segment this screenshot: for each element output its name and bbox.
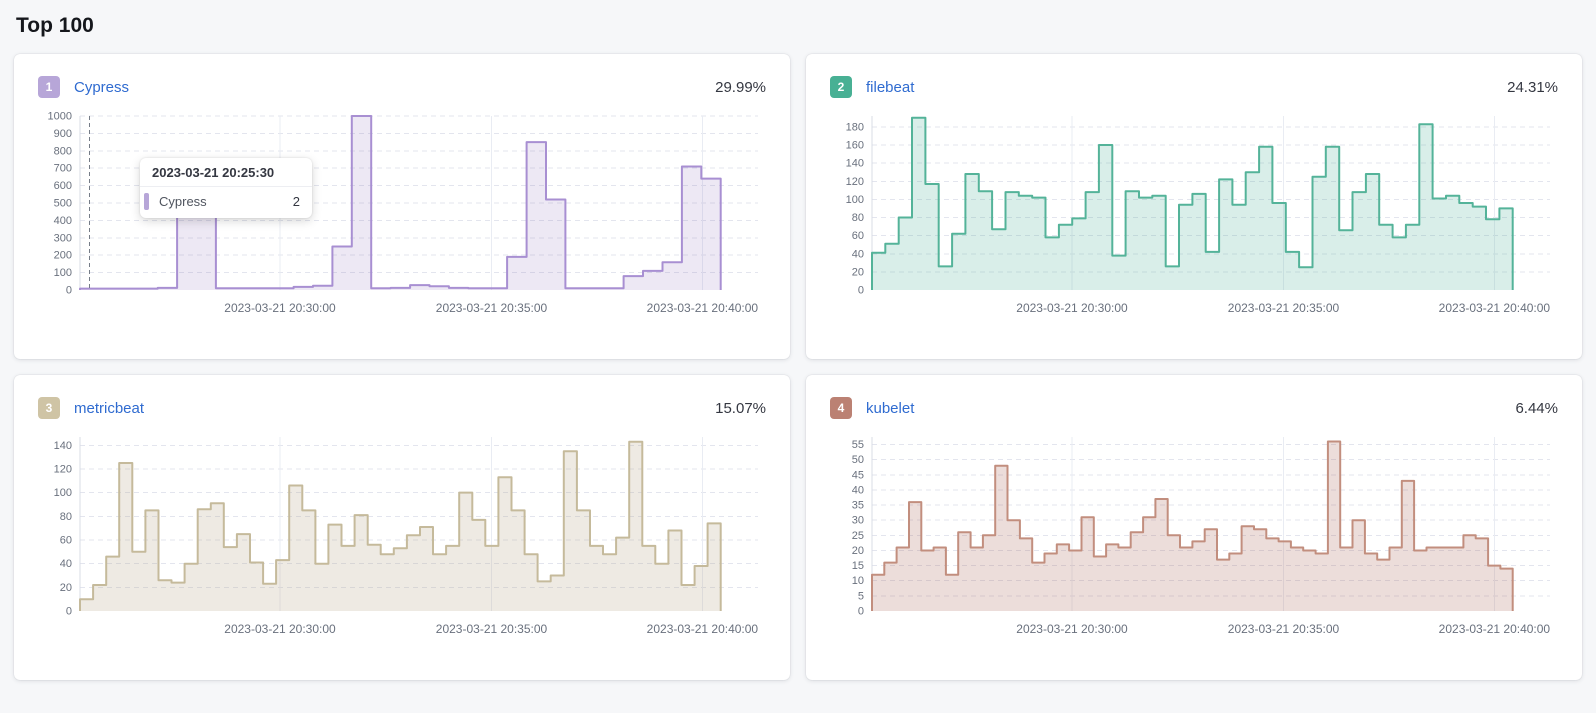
rank-badge: 1 xyxy=(38,76,60,98)
svg-text:20: 20 xyxy=(852,545,864,557)
series-link[interactable]: metricbeat xyxy=(74,399,145,417)
tooltip-row: Cypress 2 xyxy=(140,187,312,218)
series-link[interactable]: filebeat xyxy=(866,78,915,96)
svg-text:100: 100 xyxy=(846,194,864,206)
series-color-marker xyxy=(144,193,149,210)
svg-text:0: 0 xyxy=(858,606,864,618)
area-chart[interactable]: 0 20 40 60 80 100 120 140 2023-03-21 20:30:00 202… xyxy=(36,429,768,643)
svg-text:2023-03-21 20:30:00: 2023-03-21 20:30:00 xyxy=(1016,622,1128,636)
svg-text:2023-03-21 20:40:00: 2023-03-21 20:40:00 xyxy=(1439,301,1551,315)
series-link[interactable]: kubelet xyxy=(866,399,915,417)
chart-card-metricbeat: 3 metricbeat 15.07% 0 20 40 60 80 100 120 140 20… xyxy=(14,375,790,680)
card-header: 3 metricbeat 15.07% xyxy=(38,397,766,419)
svg-text:300: 300 xyxy=(54,232,72,244)
svg-text:60: 60 xyxy=(60,535,72,547)
svg-text:10: 10 xyxy=(852,575,864,587)
svg-text:120: 120 xyxy=(54,464,72,476)
svg-text:40: 40 xyxy=(852,248,864,260)
svg-text:2023-03-21 20:30:00: 2023-03-21 20:30:00 xyxy=(1016,301,1128,315)
svg-text:100: 100 xyxy=(54,487,72,499)
svg-text:500: 500 xyxy=(54,198,72,210)
svg-text:160: 160 xyxy=(846,140,864,152)
percent-value: 15.07% xyxy=(715,399,766,417)
rank-badge: 4 xyxy=(830,397,852,419)
svg-text:2023-03-21 20:30:00: 2023-03-21 20:30:00 xyxy=(224,301,336,315)
svg-text:800: 800 xyxy=(54,145,72,157)
svg-text:0: 0 xyxy=(66,606,72,618)
svg-text:45: 45 xyxy=(852,469,864,481)
svg-text:2023-03-21 20:35:00: 2023-03-21 20:35:00 xyxy=(1228,301,1340,315)
page-title: Top 100 xyxy=(16,14,94,37)
svg-text:80: 80 xyxy=(60,511,72,523)
rank-badge: 3 xyxy=(38,397,60,419)
svg-text:140: 140 xyxy=(54,440,72,452)
svg-text:120: 120 xyxy=(846,176,864,188)
svg-text:2023-03-21 20:30:00: 2023-03-21 20:30:00 xyxy=(224,622,336,636)
svg-text:25: 25 xyxy=(852,530,864,542)
percent-value: 29.99% xyxy=(715,78,766,96)
svg-text:2023-03-21 20:35:00: 2023-03-21 20:35:00 xyxy=(1228,622,1340,636)
svg-text:5: 5 xyxy=(858,590,864,602)
chart-card-kubelet: 4 kubelet 6.44% 0 5 10 15 20 25 30 35 40 45 50 55 20… xyxy=(806,375,1582,680)
svg-text:2023-03-21 20:35:00: 2023-03-21 20:35:00 xyxy=(436,622,548,636)
area-chart[interactable]: 0 100 200 300 400 500 600 700 800 900 1000 2023-03-… xyxy=(36,108,768,322)
series-link[interactable]: Cypress xyxy=(74,78,130,96)
svg-text:35: 35 xyxy=(852,500,864,512)
svg-text:50: 50 xyxy=(852,454,864,466)
svg-text:180: 180 xyxy=(846,121,864,133)
percent-value: 24.31% xyxy=(1507,78,1558,96)
chart-card-cypress: 1 Cypress 29.99% 0 100 200 300 400 500 600 700 8… xyxy=(14,54,790,359)
svg-text:900: 900 xyxy=(54,128,72,140)
tooltip-time: 2023-03-21 20:25:30 xyxy=(140,158,312,187)
percent-value: 6.44% xyxy=(1515,399,1558,417)
svg-text:55: 55 xyxy=(852,439,864,451)
chart-card-filebeat: 2 filebeat 24.31% 0 20 40 60 80 100 120 140 160 1… xyxy=(806,54,1582,359)
svg-text:2023-03-21 20:40:00: 2023-03-21 20:40:00 xyxy=(647,622,759,636)
svg-text:2023-03-21 20:40:00: 2023-03-21 20:40:00 xyxy=(647,301,759,315)
svg-text:200: 200 xyxy=(54,250,72,262)
svg-text:1000: 1000 xyxy=(48,111,72,123)
svg-text:20: 20 xyxy=(852,266,864,278)
svg-text:2023-03-21 20:40:00: 2023-03-21 20:40:00 xyxy=(1439,622,1551,636)
tooltip-series-label: Cypress xyxy=(159,194,207,209)
svg-text:40: 40 xyxy=(60,558,72,570)
card-header: 4 kubelet 6.44% xyxy=(830,397,1558,419)
cards-grid: 1 Cypress 29.99% 0 100 200 300 400 500 600 700 8… xyxy=(14,54,1582,680)
rank-badge: 2 xyxy=(830,76,852,98)
svg-text:40: 40 xyxy=(852,485,864,497)
svg-text:20: 20 xyxy=(60,582,72,594)
svg-text:100: 100 xyxy=(54,267,72,279)
svg-text:60: 60 xyxy=(852,230,864,242)
svg-text:600: 600 xyxy=(54,180,72,192)
svg-text:15: 15 xyxy=(852,560,864,572)
card-header: 1 Cypress 29.99% xyxy=(38,76,766,98)
tooltip-series-value: 2 xyxy=(292,194,300,209)
card-header: 2 filebeat 24.31% xyxy=(830,76,1558,98)
svg-text:30: 30 xyxy=(852,515,864,527)
svg-text:400: 400 xyxy=(54,215,72,227)
svg-text:2023-03-21 20:35:00: 2023-03-21 20:35:00 xyxy=(436,301,548,315)
area-chart[interactable]: 0 5 10 15 20 25 30 35 40 45 50 55 2023-03-21 20:30:0… xyxy=(828,429,1560,643)
area-chart[interactable]: 0 20 40 60 80 100 120 140 160 180 2023-03-21 20:30… xyxy=(828,108,1560,322)
svg-text:0: 0 xyxy=(858,285,864,297)
svg-text:700: 700 xyxy=(54,163,72,175)
svg-text:80: 80 xyxy=(852,212,864,224)
svg-text:0: 0 xyxy=(66,285,72,297)
chart-tooltip: 2023-03-21 20:25:30 Cypress 2 xyxy=(140,158,312,218)
svg-text:140: 140 xyxy=(846,158,864,170)
